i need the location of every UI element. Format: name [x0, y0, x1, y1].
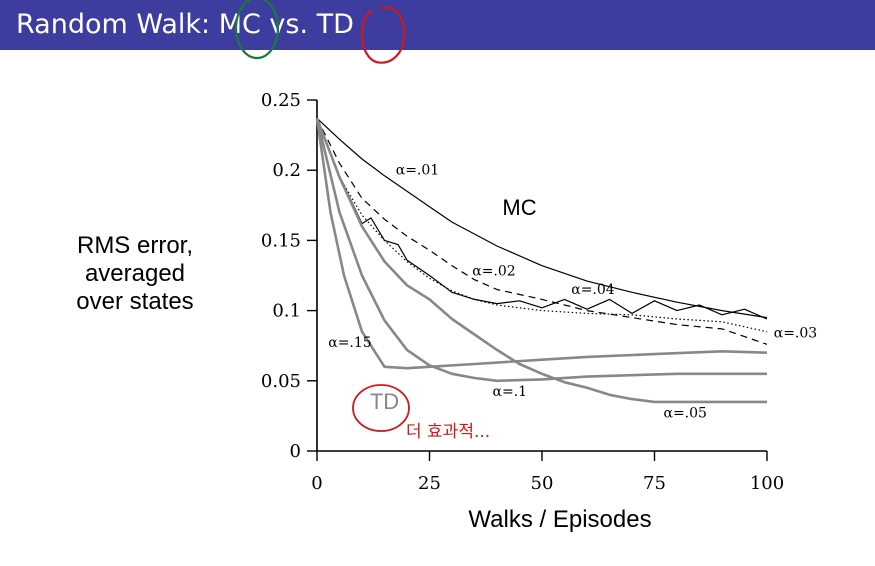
alpha-label: α=.01 — [396, 162, 439, 178]
y-axis-label-line: RMS error, — [76, 232, 193, 259]
x-tick-label: 100 — [750, 473, 784, 494]
x-tick-label: 75 — [643, 473, 666, 494]
mc-group-label: MC — [502, 195, 536, 220]
alpha-label: α=.15 — [328, 335, 371, 351]
handwritten-note: 더 효과적... — [406, 422, 490, 442]
chart-axes: 0 0.05 0.1 0.15 0.2 0.25 0 25 50 75 100 — [261, 90, 784, 494]
y-axis-label-line: averaged — [84, 260, 186, 287]
td-hand-circle — [352, 384, 410, 432]
td-highlight-circle — [360, 6, 406, 64]
slide-title: Random Walk: MC vs. TD — [16, 9, 354, 40]
td-group-label: TD — [370, 389, 399, 414]
series-line-alpha.05 — [315, 117, 767, 404]
y-tick-label: 0.1 — [272, 301, 301, 322]
y-axis-label-line: over states — [76, 288, 194, 315]
alpha-label: α=.05 — [664, 405, 707, 421]
y-tick-label: 0.25 — [261, 90, 301, 111]
series-labels: α=.01 α=.02 α=.03 α=.04 α=.15 α=.1 α=.05 MC TD — [328, 162, 817, 421]
series-line-alpha.1 — [315, 117, 767, 383]
y-tick-label: 0.15 — [261, 230, 301, 251]
slide-title-bar: Random Walk: MC vs. TD — [0, 0, 875, 50]
series-line-alpha.01 — [316, 117, 768, 319]
y-tick-label: 0 — [290, 441, 301, 462]
chart-series — [315, 117, 768, 404]
y-axis-label: RMS error, averaged over states — [40, 232, 230, 316]
alpha-label: α=.02 — [472, 264, 515, 280]
series-line-alpha.02 — [316, 118, 768, 345]
alpha-label: α=.03 — [774, 325, 817, 341]
x-tick-label: 0 — [311, 473, 322, 494]
x-tick-label: 50 — [531, 473, 554, 494]
series-line-alpha.04 — [316, 118, 768, 320]
series-line-alpha.15 — [315, 118, 768, 370]
y-tick-label: 0.2 — [272, 160, 301, 181]
alpha-label: α=.1 — [493, 384, 528, 400]
alpha-label: α=.04 — [571, 282, 615, 298]
x-tick-label: 25 — [418, 473, 441, 494]
x-axis-label: Walks / Episodes — [468, 506, 652, 533]
mc-highlight-circle — [234, 0, 280, 60]
y-tick-label: 0.05 — [261, 371, 301, 392]
